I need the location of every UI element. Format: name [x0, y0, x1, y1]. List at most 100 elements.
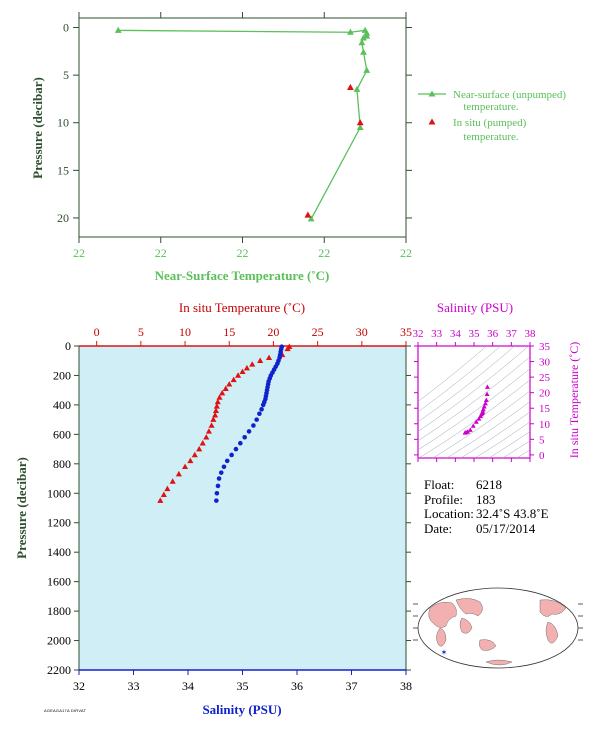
- near-surface-y-axis-label: Pressure (decibar): [30, 77, 45, 179]
- temperature-point: [213, 403, 220, 409]
- salinity-point: [214, 498, 219, 503]
- ts-point: [481, 404, 487, 409]
- date-label: Date:: [424, 520, 453, 536]
- ts-point: [476, 416, 482, 421]
- temperature-tick-label: 35: [400, 325, 412, 339]
- salinity-point: [216, 476, 222, 481]
- near-surface-plot-frame: [78, 17, 407, 238]
- density-contour: [418, 368, 530, 451]
- near-surface-point: [346, 28, 354, 35]
- temperature-point: [199, 440, 206, 446]
- temperature-point: [208, 422, 215, 428]
- legend-near-surface-line1: Near-surface (unpumped): [453, 89, 566, 101]
- profile-salinity-axis: 32 33 34 35 36 37 38: [73, 670, 412, 693]
- ts-y-tick-label: 0: [539, 450, 545, 462]
- profile-y-tick-label: 1200: [47, 516, 71, 530]
- profile-temperature-axis: 0 5 10 15 20 25 30 35: [94, 325, 412, 346]
- profile-y-tick-label: 200: [53, 368, 71, 382]
- salinity-point: [221, 464, 227, 470]
- density-contour: [460, 411, 530, 458]
- salinity-point: [229, 452, 234, 458]
- temperature-point: [249, 361, 256, 367]
- map-ticks: [413, 603, 583, 641]
- profile-salinity-axis-label: Salinity (PSU): [202, 702, 281, 717]
- ts-point: [482, 400, 488, 406]
- profile-y-tick-label: 800: [53, 457, 71, 471]
- ts-point: [462, 430, 468, 435]
- ts-point: [483, 397, 489, 402]
- ts-y-tick-label: 10: [539, 419, 551, 431]
- legend-near-surface-line2: temperature.: [463, 101, 519, 113]
- density-contour: [502, 440, 530, 458]
- near-surface-y-tick-label: 5: [63, 68, 69, 82]
- temperature-point: [230, 376, 237, 383]
- in-situ-point: [304, 211, 312, 218]
- ts-diagram-frame: [417, 345, 531, 459]
- near-surface-y-tick-label: 20: [57, 211, 69, 225]
- density-contour: [488, 431, 530, 458]
- salinity-tick-label: 37: [346, 679, 358, 693]
- salinity-point: [233, 446, 239, 452]
- ts-point: [480, 406, 486, 412]
- temperature-point: [243, 364, 250, 371]
- salinity-tick-label: 35: [237, 679, 249, 693]
- salinity-point: [242, 435, 247, 440]
- salinity-point: [218, 470, 224, 475]
- temperature-point: [284, 345, 291, 352]
- ts-y-tick-label: 20: [539, 388, 551, 400]
- near-surface-series: [114, 26, 371, 222]
- salinity-point: [251, 423, 256, 428]
- salinity-tick-label: 36: [291, 679, 303, 693]
- density-contour: [418, 346, 501, 413]
- profile-y-tick-label: 1800: [47, 604, 71, 618]
- location-row: Location: 32.4˚S 43.8˚E: [424, 506, 549, 522]
- date-value: 05/17/2014: [476, 520, 536, 536]
- temperature-point: [222, 385, 229, 391]
- near-surface-point: [363, 66, 371, 73]
- location-value: 32.4˚S 43.8˚E: [476, 506, 549, 521]
- temperature-tick-label: 10: [179, 325, 191, 339]
- ts-x-tick-label: 33: [431, 328, 443, 340]
- temperature-point: [216, 394, 223, 400]
- density-contour: [432, 390, 530, 458]
- ts-diagram: 32 33 34 35 36 37 38 0 5 10 15 20 25 30 35 Salinity (P…: [413, 300, 581, 462]
- ts-axes: 32 33 34 35 36 37 38 0 5 10 15 20 25 30 35: [413, 328, 551, 462]
- float-location-marker: ✶: [441, 648, 448, 657]
- temperature-point: [219, 389, 226, 396]
- near-surface-x-axis-label: Near-Surface Temperature (˚C): [155, 268, 330, 283]
- near-surface-x-tick-label: 22: [400, 246, 412, 260]
- near-surface-x-tick-label: 22: [155, 246, 167, 260]
- density-contour: [418, 356, 530, 442]
- temperature-tick-label: 5: [138, 325, 144, 339]
- temperature-point: [235, 372, 242, 378]
- profile-series: [157, 343, 293, 503]
- near-surface-y-tick-label: 0: [63, 21, 69, 35]
- ts-x-tick-label: 34: [450, 328, 462, 340]
- temperature-point: [265, 354, 273, 361]
- ts-y-tick-label: 30: [539, 357, 551, 369]
- salinity-point: [259, 407, 264, 412]
- salinity-point: [257, 411, 262, 417]
- ts-x-axis-label: Salinity (PSU): [437, 300, 513, 315]
- near-surface-x-tick-label: 22: [237, 246, 249, 260]
- ts-x-tick-label: 37: [506, 328, 518, 340]
- salinity-point: [246, 429, 252, 434]
- temperature-point: [212, 407, 220, 414]
- float-row: Float: 6218: [424, 477, 549, 493]
- near-surface-point: [307, 215, 315, 222]
- near-surface-legend: Near-surface (unpumped) temperature. In …: [418, 89, 566, 143]
- near-surface-point: [358, 39, 366, 46]
- ts-x-tick-label: 32: [413, 328, 424, 340]
- ts-y-tick-label: 35: [539, 341, 551, 353]
- profile-temperature-axis-label: In situ Temperature (˚C): [179, 300, 305, 315]
- ts-y-tick-label: 25: [539, 372, 551, 384]
- temperature-tick-label: 0: [94, 325, 100, 339]
- near-surface-x-axis: 22 22 22 22 22: [73, 12, 412, 260]
- ts-points: [462, 384, 490, 435]
- salinity-point: [214, 490, 220, 496]
- profile-y-axis: 0 200 400 600 800 1000 1200 1400 1600 1800 2000 220…: [47, 339, 411, 677]
- density-contour: [446, 401, 530, 458]
- salinity-point: [254, 417, 259, 422]
- near-surface-point: [360, 34, 367, 41]
- location-label: Location:: [424, 506, 474, 521]
